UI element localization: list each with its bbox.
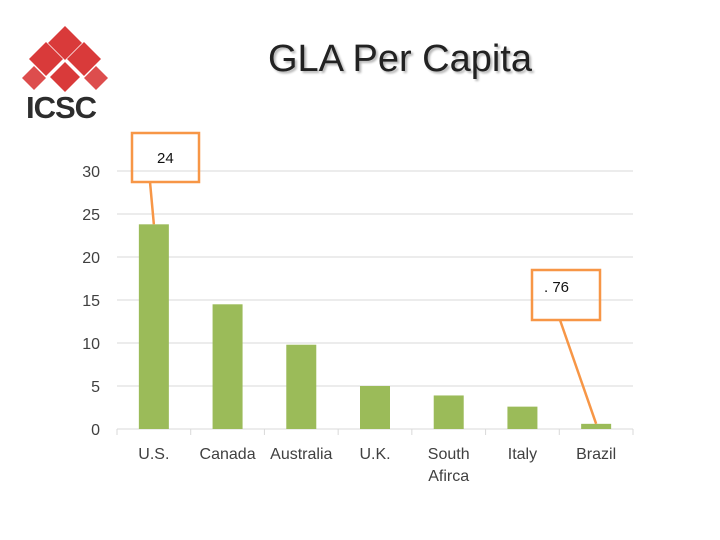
x-tick-label: Australia (270, 446, 332, 463)
callout-label: . 76 (544, 279, 569, 296)
y-tick-label: 15 (82, 293, 100, 310)
chart-title: GLA Per Capita (267, 38, 533, 80)
bar (212, 304, 243, 429)
y-tick-label: 5 (91, 379, 100, 396)
y-tick-label: 20 (82, 250, 100, 267)
callout-box (530, 268, 602, 322)
y-tick-label: 10 (82, 336, 100, 353)
logo-text: ICSC (26, 90, 97, 125)
bar (286, 344, 317, 429)
callout-leader-line (148, 181, 156, 225)
y-tick-label: 30 (82, 164, 100, 181)
callout-box (130, 131, 201, 184)
bar (507, 406, 538, 429)
y-tick-label: 0 (91, 422, 100, 439)
y-tick-label: 25 (82, 207, 100, 224)
bar (138, 224, 169, 429)
x-tick-label: Afirca (428, 468, 469, 485)
bar (433, 395, 464, 429)
callout-leader-line (558, 319, 598, 425)
x-tick-label: U.S. (138, 446, 169, 463)
x-tick-label: Brazil (576, 446, 616, 463)
bar (581, 423, 612, 429)
icsc-logo (22, 26, 108, 92)
logo-mark-icon (22, 26, 108, 92)
callout-label: 24 (157, 150, 174, 167)
x-tick-label: Canada (200, 446, 256, 463)
x-tick-label: Italy (508, 446, 537, 463)
x-tick-label: South (428, 446, 470, 463)
bar (360, 386, 390, 429)
x-tick-label: U.K. (359, 446, 390, 463)
